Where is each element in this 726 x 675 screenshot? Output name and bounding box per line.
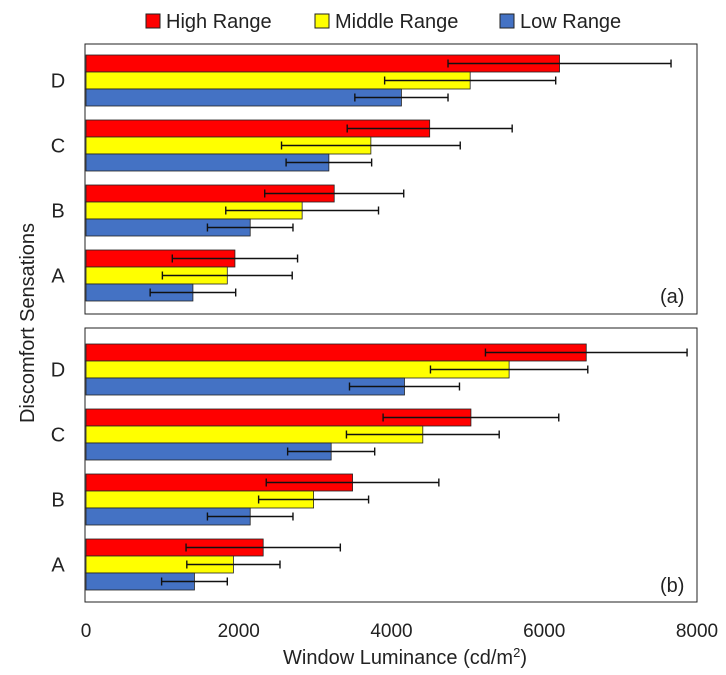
panel-a-frame [84, 43, 698, 315]
x-axis-ticks: 0 2000 4000 6000 8000 [81, 621, 718, 642]
legend-swatch-low [499, 13, 515, 29]
x-tick-label: 4000 [370, 621, 412, 642]
category-label: D [51, 360, 65, 382]
category-label: B [51, 490, 64, 512]
panel-a-label: (a) [660, 286, 684, 308]
panel-b-bars [85, 343, 688, 591]
legend-swatch-high [145, 13, 161, 29]
y-axis-title: Discomfort Sensations [17, 223, 39, 423]
category-label: A [51, 266, 65, 288]
legend: High Range Middle Range Low Range [145, 11, 621, 33]
x-tick-label: 6000 [523, 621, 565, 642]
x-tick-label: 2000 [218, 621, 260, 642]
panel-a-bars [85, 54, 672, 302]
category-label: D [51, 71, 65, 93]
panel-b: (b) [84, 327, 698, 603]
bar-a-D-low-range [85, 88, 402, 107]
category-labels: A B C D A B C D [51, 71, 66, 577]
legend-label-low: Low Range [520, 11, 621, 33]
x-tick-label: 8000 [676, 621, 718, 642]
panel-b-frame [84, 327, 698, 603]
category-label: B [51, 201, 64, 223]
category-label: C [51, 136, 65, 158]
legend-label-middle: Middle Range [335, 11, 458, 33]
x-axis-title: Window Luminance (cd/m2) [283, 645, 527, 669]
category-label: A [51, 555, 65, 577]
panel-b-label: (b) [660, 575, 684, 597]
legend-swatch-middle [314, 13, 330, 29]
x-tick-label: 0 [81, 621, 92, 642]
category-label: C [51, 425, 65, 447]
panel-a: (a) [84, 43, 698, 315]
legend-label-high: High Range [166, 11, 272, 33]
